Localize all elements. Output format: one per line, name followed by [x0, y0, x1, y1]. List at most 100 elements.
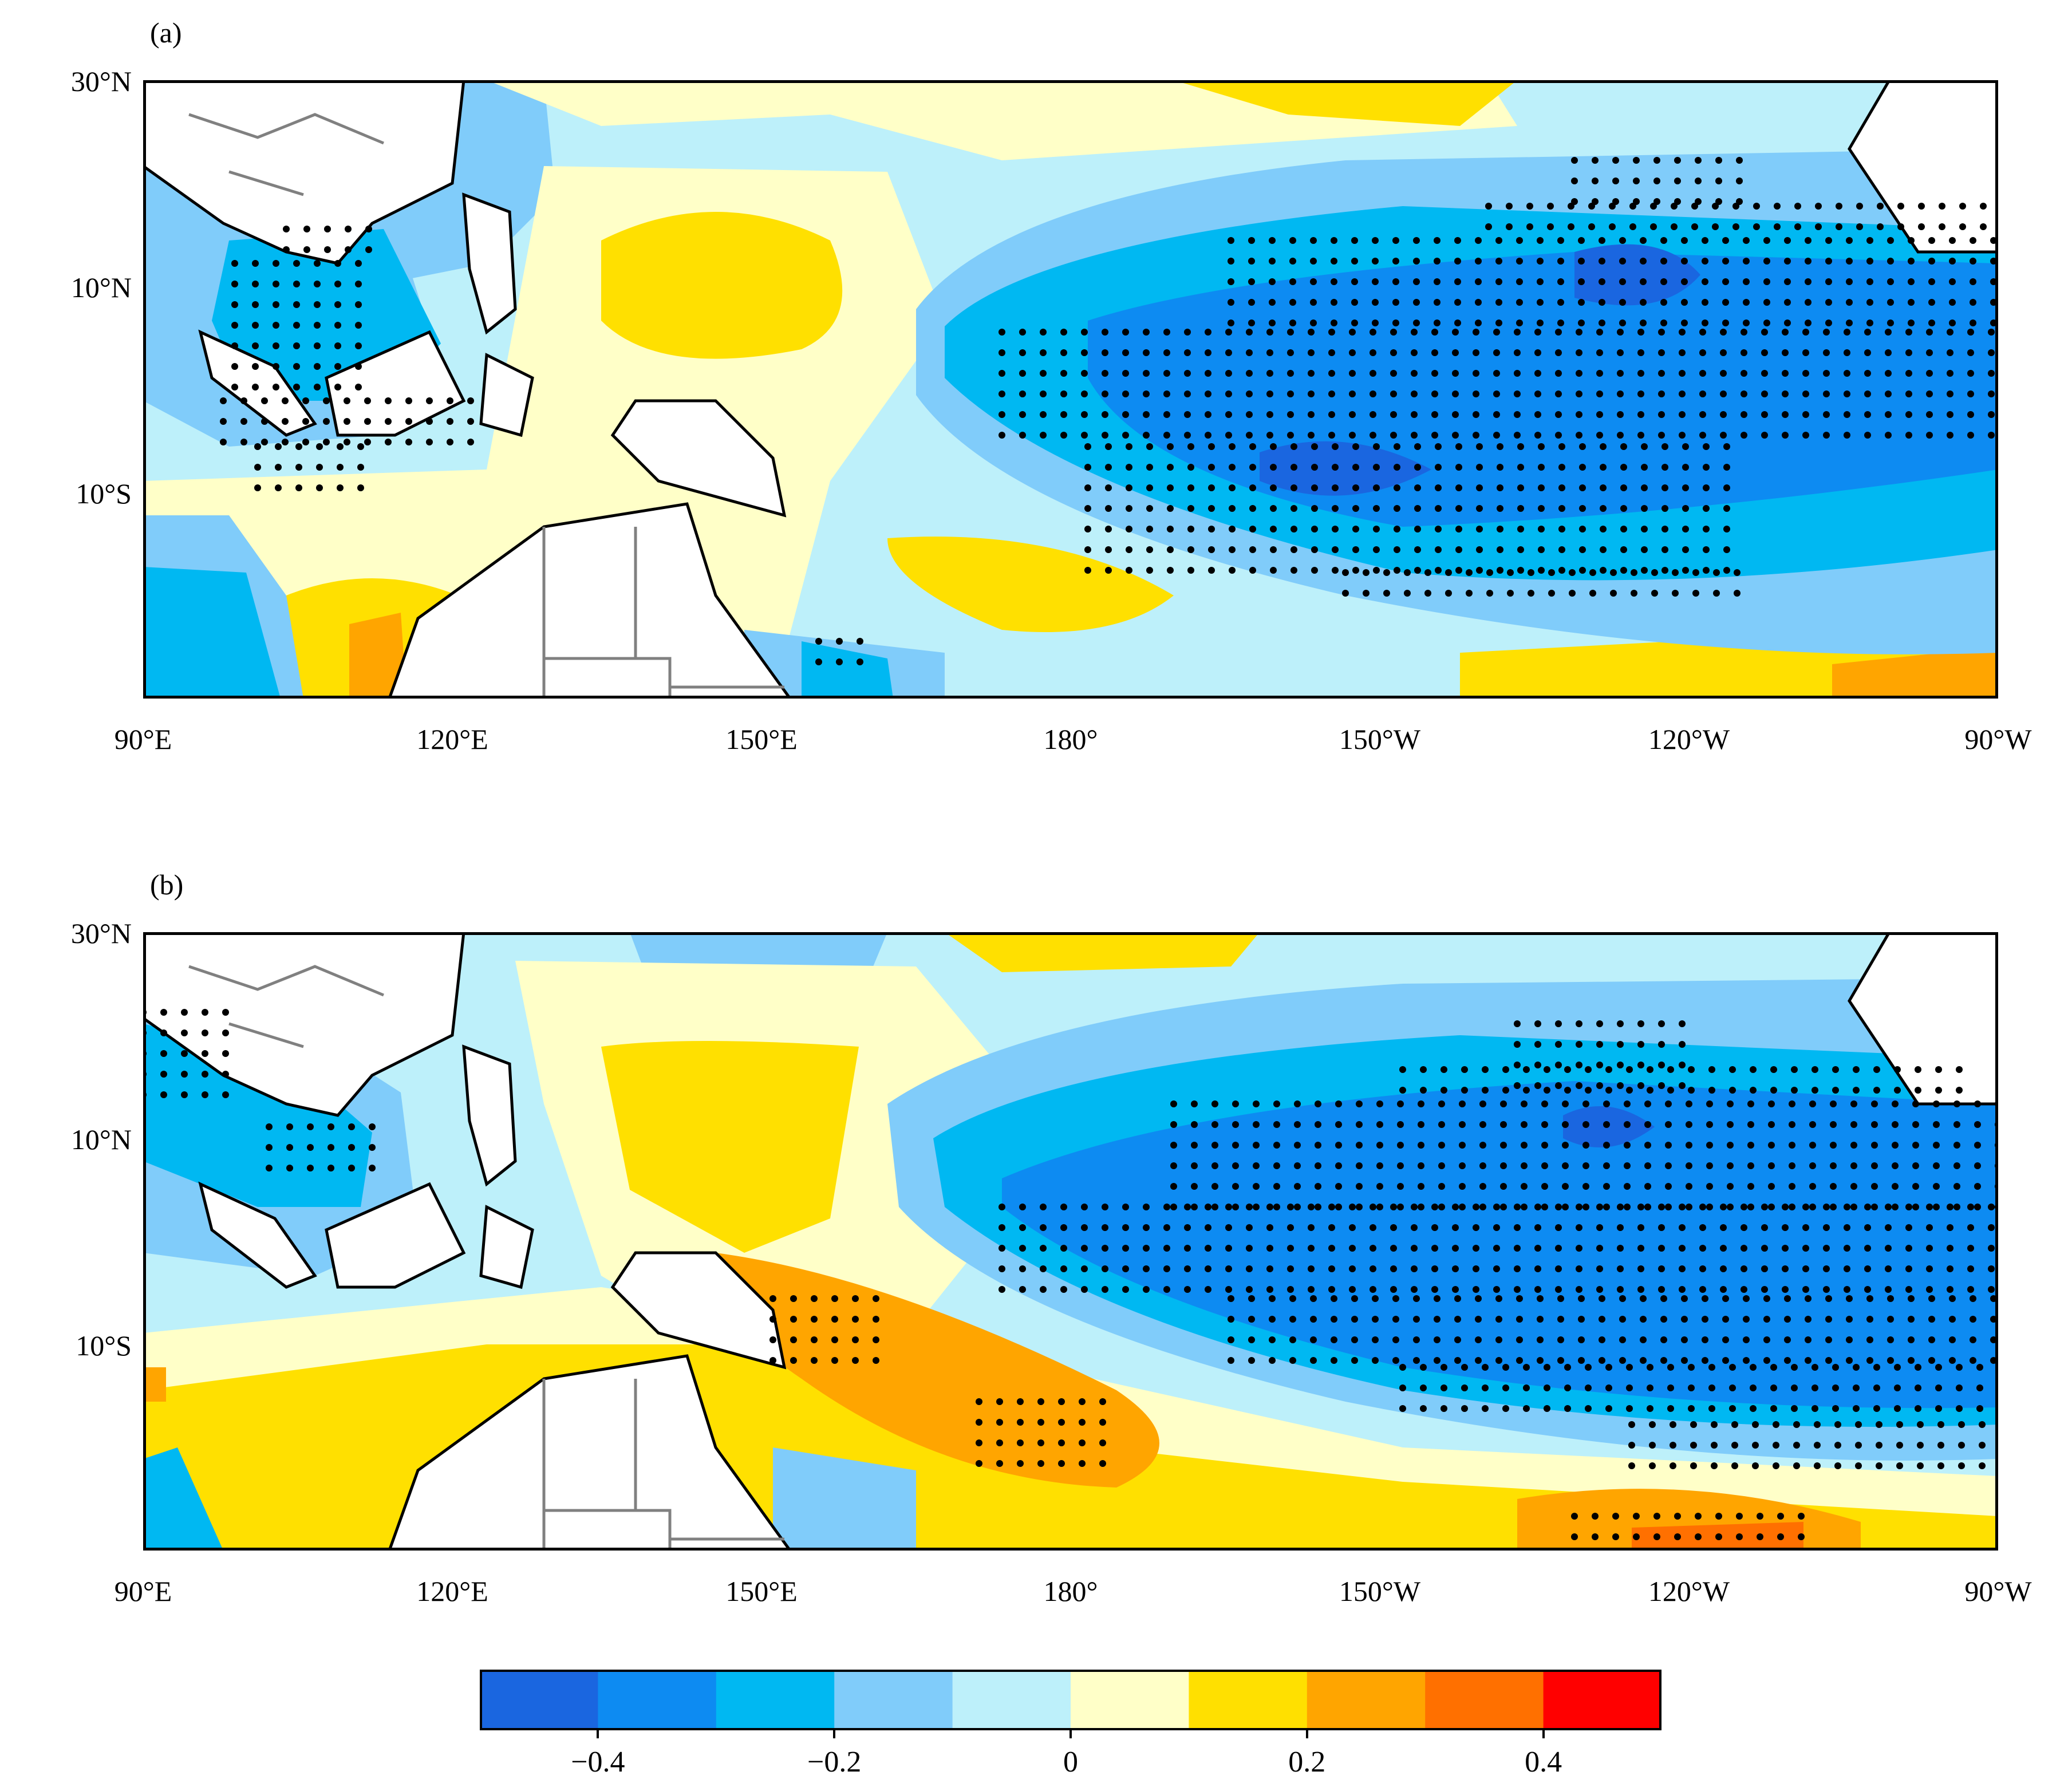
significance-dot: [1434, 258, 1440, 265]
significance-dot: [1435, 546, 1442, 553]
significance-dot: [1507, 569, 1514, 576]
significance-dot: [447, 439, 453, 445]
significance-dot: [355, 260, 362, 267]
significance-dot: [1411, 390, 1418, 397]
significance-dot: [1294, 1204, 1301, 1210]
significance-dot: [1558, 484, 1565, 491]
significance-dot: [998, 411, 1005, 418]
significance-dot: [1823, 349, 1830, 356]
significance-dot: [327, 1165, 334, 1171]
significance-dot: [1356, 1142, 1363, 1149]
significance-dot: [1784, 278, 1791, 285]
significance-dot: [1564, 1384, 1571, 1391]
significance-dot: [1308, 411, 1315, 418]
significance-dot: [1855, 1462, 1862, 1469]
significance-dot: [1887, 1295, 1894, 1302]
significance-dot: [1763, 278, 1770, 285]
panel-b: (b): [0, 852, 2072, 1654]
significance-dot: [1679, 329, 1686, 336]
significance-dot: [1534, 1224, 1541, 1231]
significance-dot: [1682, 567, 1689, 574]
significance-dot: [1452, 370, 1459, 377]
significance-dot: [1637, 349, 1644, 356]
significance-dot: [1146, 505, 1153, 512]
significance-dot: [1538, 526, 1545, 532]
significance-dot: [1988, 370, 1995, 377]
significance-dot: [1802, 411, 1809, 418]
significance-dot: [1081, 349, 1088, 356]
significance-dot: [1081, 1286, 1088, 1293]
significance-dot: [1702, 278, 1708, 285]
colorbar-tick: [833, 1730, 836, 1738]
significance-dot: [1440, 1384, 1447, 1391]
significance-dot: [1830, 1183, 1837, 1190]
significance-dot: [1431, 1204, 1438, 1210]
significance-dot: [1459, 1204, 1466, 1210]
significance-dot: [1651, 569, 1658, 576]
significance-dot: [1516, 319, 1523, 326]
significance-dot: [1949, 1316, 1956, 1323]
significance-dot: [1475, 1336, 1482, 1343]
significance-dot: [1514, 1041, 1521, 1048]
significance-dot: [1413, 237, 1420, 244]
significance-dot: [385, 397, 392, 404]
significance-dot: [1864, 1245, 1871, 1252]
significance-dot: [275, 464, 282, 471]
significance-dot: [1208, 505, 1215, 512]
significance-dot: [1802, 329, 1809, 336]
significance-dot: [1270, 526, 1277, 532]
significance-dot: [1935, 1087, 1942, 1094]
significance-dot: [1163, 1204, 1170, 1210]
significance-dot: [1170, 1142, 1177, 1149]
significance-dot: [1205, 1265, 1211, 1272]
significance-dot: [1564, 1364, 1571, 1371]
significance-dot: [1413, 1295, 1420, 1302]
significance-dot: [1534, 1041, 1541, 1048]
significance-dot: [1576, 1041, 1582, 1048]
significance-dot: [1789, 1121, 1795, 1128]
significance-dot: [1670, 1462, 1676, 1469]
significance-dot: [1793, 1462, 1800, 1469]
significance-dot: [1937, 1442, 1944, 1449]
significance-dot: [1523, 1364, 1530, 1371]
significance-dot: [1628, 1462, 1635, 1469]
significance-dot: [1502, 1405, 1509, 1412]
significance-dot: [1794, 223, 1801, 230]
significance-dot: [1544, 1405, 1550, 1412]
significance-dot: [1037, 1460, 1044, 1467]
significance-dot: [293, 281, 300, 287]
significance-dot: [1411, 1224, 1418, 1231]
significance-dot: [1871, 1142, 1878, 1149]
significance-dot: [1894, 1405, 1901, 1412]
significance-dot: [1947, 411, 1953, 418]
significance-dot: [1081, 329, 1088, 336]
significance-dot: [1229, 464, 1236, 471]
significance-dot: [1452, 349, 1459, 356]
significance-dot: [1644, 1204, 1651, 1210]
lat-label-30n: 30°N: [70, 917, 132, 949]
significance-dot: [1661, 546, 1668, 553]
map-a: [143, 80, 1998, 699]
significance-dot: [1661, 443, 1668, 450]
significance-dot: [1782, 432, 1789, 439]
significance-dot: [1099, 1419, 1106, 1426]
significance-dot: [405, 418, 412, 425]
significance-dot: [1372, 1295, 1379, 1302]
significance-dot: [1970, 258, 1976, 265]
significance-dot: [1452, 1245, 1459, 1252]
significance-dot: [1866, 319, 1873, 326]
significance-dot: [1225, 1265, 1232, 1272]
significance-dot: [1370, 370, 1376, 377]
significance-dot: [1562, 1142, 1569, 1149]
significance-dot: [1184, 1245, 1191, 1252]
significance-dot: [1782, 1224, 1789, 1231]
significance-dot: [1853, 1405, 1860, 1412]
significance-dot: [337, 484, 344, 491]
significance-dot: [231, 260, 238, 267]
significance-dot: [1617, 329, 1624, 336]
significance-dot: [1658, 1204, 1665, 1210]
significance-dot: [1688, 1405, 1695, 1412]
significance-dot: [1836, 223, 1842, 230]
significance-dot: [1887, 299, 1894, 306]
significance-dot: [1935, 1364, 1942, 1371]
